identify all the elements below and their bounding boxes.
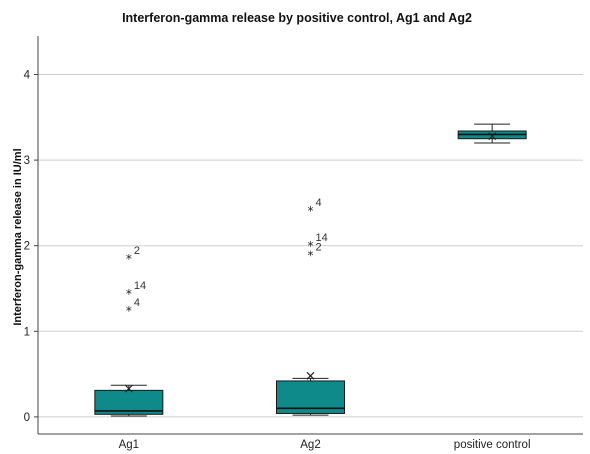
outlier-point: * (308, 204, 314, 218)
outlier-label: 4 (134, 297, 140, 309)
outlier-label: 14 (134, 280, 146, 292)
x-tick-label-positive-control: positive control (454, 439, 531, 451)
y-axis-label: Interferon-gamma release in IU/ml (12, 148, 24, 325)
y-tick-labels: 0 1 2 3 4 (24, 70, 31, 424)
y-tick-label-0: 0 (24, 412, 30, 424)
chart-title: Interferon-gamma release by positive con… (122, 11, 472, 25)
x-tick-label-ag2: Ag2 (300, 439, 320, 451)
y-tick-label-1: 1 (24, 326, 30, 338)
box-iqr (94, 389, 164, 415)
boxes: *2*14*4*4*14*2 (94, 123, 527, 417)
outlier-label: 4 (316, 197, 322, 209)
gridlines (38, 74, 583, 418)
y-tick-label-2: 2 (24, 241, 30, 253)
box-positive-control (457, 123, 527, 144)
x-tick-label-ag1: Ag1 (119, 439, 139, 451)
mean-marker (488, 132, 497, 141)
outlier-point: * (126, 252, 132, 266)
box-ag2: *4*14*2 (276, 197, 345, 416)
y-tick-label-3: 3 (24, 155, 30, 167)
axes (34, 36, 583, 435)
outlier-point: * (308, 248, 314, 262)
mean-marker (124, 384, 133, 393)
outlier-label: 2 (316, 241, 322, 253)
outlier-point: * (126, 304, 132, 318)
y-tick-label-4: 4 (24, 70, 31, 82)
outlier-point: * (126, 287, 132, 301)
box-ag1: *2*14*4 (94, 245, 164, 417)
outlier-label: 2 (134, 245, 140, 257)
mean-marker (306, 371, 315, 380)
outlier-label: 14 (316, 232, 328, 244)
x-tick-labels: Ag1 Ag2 positive control (119, 439, 531, 451)
outlier-point: * (308, 239, 314, 253)
